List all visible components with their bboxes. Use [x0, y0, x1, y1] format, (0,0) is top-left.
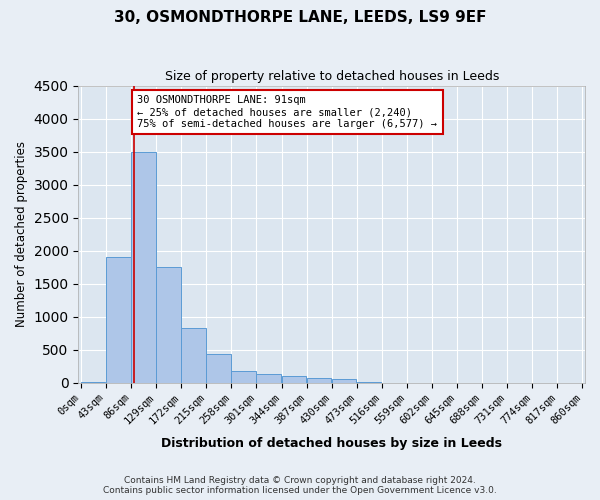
Bar	[281, 376, 306, 382]
Bar	[106, 257, 131, 382]
Title: Size of property relative to detached houses in Leeds: Size of property relative to detached ho…	[164, 70, 499, 83]
Bar	[131, 152, 155, 382]
Bar	[206, 354, 231, 382]
Bar	[181, 328, 206, 382]
Bar	[332, 379, 356, 382]
Text: Contains HM Land Registry data © Crown copyright and database right 2024.
Contai: Contains HM Land Registry data © Crown c…	[103, 476, 497, 495]
X-axis label: Distribution of detached houses by size in Leeds: Distribution of detached houses by size …	[161, 437, 502, 450]
Text: 30 OSMONDTHORPE LANE: 91sqm
← 25% of detached houses are smaller (2,240)
75% of : 30 OSMONDTHORPE LANE: 91sqm ← 25% of det…	[137, 96, 437, 128]
Text: 30, OSMONDTHORPE LANE, LEEDS, LS9 9EF: 30, OSMONDTHORPE LANE, LEEDS, LS9 9EF	[114, 10, 486, 25]
Y-axis label: Number of detached properties: Number of detached properties	[15, 141, 28, 327]
Bar	[232, 371, 256, 382]
Bar	[307, 378, 331, 382]
Bar	[156, 267, 181, 382]
Bar	[256, 374, 281, 382]
